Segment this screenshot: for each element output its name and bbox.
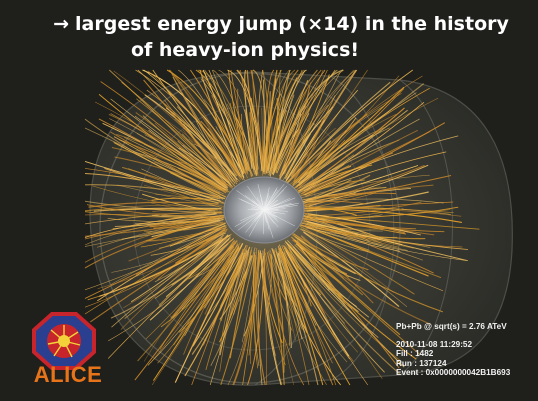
alice-wordmark: ALICE [33,362,103,387]
inner-track [247,186,265,211]
collision-system-label: Pb+Pb @ sqrt(s) = 2.76 ATeV [396,322,507,331]
inner-track [263,196,270,211]
inner-track [263,209,288,212]
inner-track [263,202,300,211]
inner-track [263,209,275,224]
headline-text-1: largest energy jump (×14) in the history [75,13,509,35]
inner-tracks [234,183,300,239]
alice-experiment-emblem-icon [32,312,96,370]
inner-track [237,209,265,231]
inner-track [263,205,298,211]
event-info-panel: Pb+Pb @ sqrt(s) = 2.76 ATeV 2010-11-08 1… [396,322,510,378]
headline-line-1: → largest energy jump (×14) in the histor… [12,12,538,36]
inner-track [263,189,277,211]
inner-track [240,209,265,222]
inner-track [263,209,278,220]
right-arrow-icon: → [53,13,70,35]
inner-track [251,208,265,211]
inner-track [248,209,265,237]
inner-track [244,195,265,211]
inner-track [251,206,265,211]
inner-track [263,208,286,211]
inner-track [263,187,270,211]
event-datetime: 2010-11-08 11:29:52 [396,339,473,349]
inner-track [263,209,270,216]
inner-track [257,183,265,211]
inner-track [263,209,274,239]
inner-track [263,209,267,223]
fill-number: Fill : 1482 [396,349,434,359]
run-number: Run : 137124 [396,358,447,368]
inner-track [263,200,279,211]
inner-track [263,209,295,227]
inner-track [263,209,265,235]
inner-track [263,209,286,215]
inner-track [263,197,296,211]
inner-track [234,209,265,227]
inner-track [263,183,285,211]
alice-logo: ALICE [22,312,114,392]
event-id: Event : 0x0000000042B1B693 [396,368,511,378]
inner-track [238,198,265,211]
inner-track [258,209,265,217]
inner-track [255,209,265,213]
headline-line-2: of heavy-ion physics! [130,39,360,61]
inner-track [263,185,288,211]
